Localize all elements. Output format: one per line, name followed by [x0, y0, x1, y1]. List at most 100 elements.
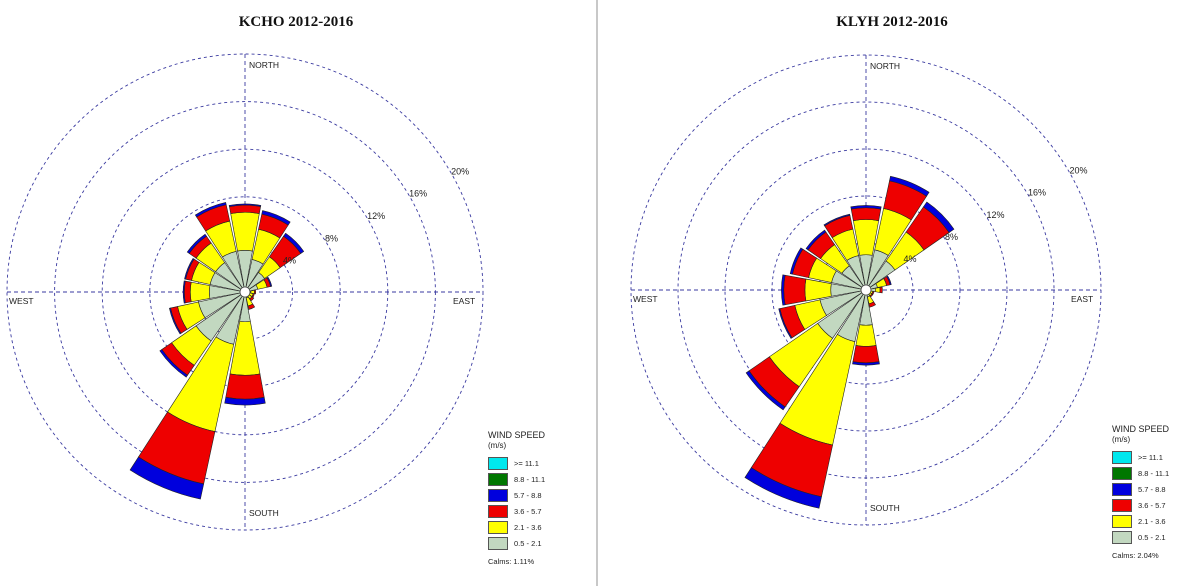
legend-label: 2.1 - 3.6 [1138, 516, 1166, 526]
legend-item: 5.7 - 8.8 [1112, 481, 1169, 497]
wind-rose-panel-kcho: KCHO 2012-2016 4% 8% 12% 16% 20% NORTH SOUTH WE… [6, 14, 545, 566]
legend-item: 0.5 - 2.1 [1112, 529, 1169, 545]
petal-segment [874, 287, 881, 293]
direction-label-east: EAST [1071, 294, 1093, 304]
wind-rose-panel-klyh: KLYH 2012-2016 4% 8% 12% 16% 20% NORTH SOUTH WE… [600, 0, 1184, 586]
legend-label: 2.1 - 3.6 [514, 522, 542, 532]
grid-ring [6, 53, 484, 531]
petal-segment [254, 289, 257, 295]
petal-segment [189, 281, 211, 303]
ring-label: 20% [451, 166, 469, 176]
petal-segment [224, 397, 266, 406]
petal-segment [194, 202, 227, 218]
petal-segment [805, 229, 827, 251]
panel-divider [596, 0, 598, 586]
legend-swatch [488, 456, 508, 470]
chart-title: KLYH 2012-2016 [836, 14, 948, 30]
legend-units: (m/s) [1112, 435, 1131, 444]
ring-label: 16% [409, 189, 427, 199]
legend-item: 5.7 - 8.8 [488, 487, 545, 503]
direction-label-south: SOUTH [870, 503, 900, 513]
petal-segment [804, 278, 832, 302]
grid-ring [724, 148, 1008, 432]
petal-segment [852, 361, 880, 366]
legend-items: >= 11.1 8.8 - 11.1 5.7 - 8.8 3.6 - 5.7 2.1 -… [488, 455, 545, 551]
legend-label: 8.8 - 11.1 [1138, 468, 1170, 478]
legend: WIND SPEED (m/s) >= 11.1 8.8 - 11.1 5.7 - … [1112, 424, 1169, 560]
legend-swatch [1112, 482, 1132, 496]
petal-segment [169, 307, 182, 335]
ring-label: 4% [283, 256, 296, 266]
legend-swatch [488, 520, 508, 534]
petal-segment [823, 213, 851, 227]
direction-label-west: WEST [9, 296, 34, 306]
ring-label: 8% [945, 232, 958, 242]
wind-rose-chart: 4% 8% 12% 16% 20% NORTH SOUTH WEST EAST [630, 54, 1102, 526]
petal-segment [261, 210, 291, 226]
legend-item: 2.1 - 3.6 [1112, 513, 1169, 529]
legend-swatch [1112, 530, 1132, 544]
petal-segment [283, 232, 305, 254]
petal-segment [923, 201, 955, 233]
direction-label-south: SOUTH [249, 508, 279, 518]
direction-label-west: WEST [633, 294, 658, 304]
legend-item: 2.1 - 3.6 [488, 519, 545, 535]
petal-segment [889, 175, 930, 197]
petal-segment [852, 345, 880, 364]
legend-title: WIND SPEED [488, 430, 546, 440]
petal-segment [266, 276, 273, 287]
petal-segment [184, 258, 195, 280]
petal-segment [850, 205, 882, 210]
calms-label: Calms: 1.11% [488, 557, 535, 566]
center-hub [860, 284, 872, 296]
petal-segment [789, 247, 804, 275]
grid-ring [149, 196, 341, 388]
legend-label: 3.6 - 5.7 [514, 506, 542, 516]
legend-swatch [488, 504, 508, 518]
petal-segment [781, 274, 786, 306]
petal-segment [229, 204, 261, 214]
petal-segment [186, 233, 207, 254]
direction-label-east: EAST [453, 296, 475, 306]
ring-label: 20% [1069, 166, 1087, 176]
legend-label: 5.7 - 8.8 [514, 490, 542, 500]
legend-swatch [488, 536, 508, 550]
legend-label: >= 11.1 [514, 458, 539, 468]
petal-segment [225, 373, 265, 400]
petal-segment [855, 324, 877, 347]
legend-swatch [1112, 498, 1132, 512]
legend: WIND SPEED (m/s) >= 11.1 8.8 - 11.1 5.7 - … [488, 430, 545, 566]
ring-label: 8% [325, 233, 338, 243]
calms-label: Calms: 2.04% [1112, 551, 1159, 560]
petal-segment [184, 280, 192, 304]
legend-label: 5.7 - 8.8 [1138, 484, 1166, 494]
petal-segment [745, 370, 786, 411]
legend-swatch [1112, 466, 1132, 480]
legend-title: WIND SPEED [1112, 424, 1170, 434]
ring-label: 12% [367, 211, 385, 221]
petal-segment [228, 203, 262, 207]
legend-label: 0.5 - 2.1 [1138, 532, 1166, 542]
petal-segment [868, 301, 876, 308]
legend-label: 8.8 - 11.1 [514, 474, 546, 484]
chart-title: KCHO 2012-2016 [238, 14, 354, 30]
wind-rose-chart: 4% 8% 12% 16% 20% NORTH SOUTH WEST EAST [6, 53, 484, 531]
legend-item: >= 11.1 [1112, 449, 1169, 465]
legend-item: >= 11.1 [488, 455, 545, 471]
petal-segment [182, 280, 186, 304]
petal-segment [778, 308, 793, 339]
legend-item: 0.5 - 2.1 [488, 535, 545, 551]
petal-segment [879, 286, 883, 294]
legend-swatch [488, 488, 508, 502]
petal-segment [886, 275, 892, 286]
petal-segment [850, 207, 882, 221]
legend-swatch [1112, 450, 1132, 464]
legend-label: >= 11.1 [1138, 452, 1163, 462]
ring-label: 4% [903, 254, 916, 264]
center-hub [239, 286, 251, 298]
legend-label: 0.5 - 2.1 [514, 538, 542, 548]
petal-segment [159, 349, 188, 378]
petal-segment [249, 296, 255, 302]
legend-swatch [488, 472, 508, 486]
legend-label: 3.6 - 5.7 [1138, 500, 1166, 510]
